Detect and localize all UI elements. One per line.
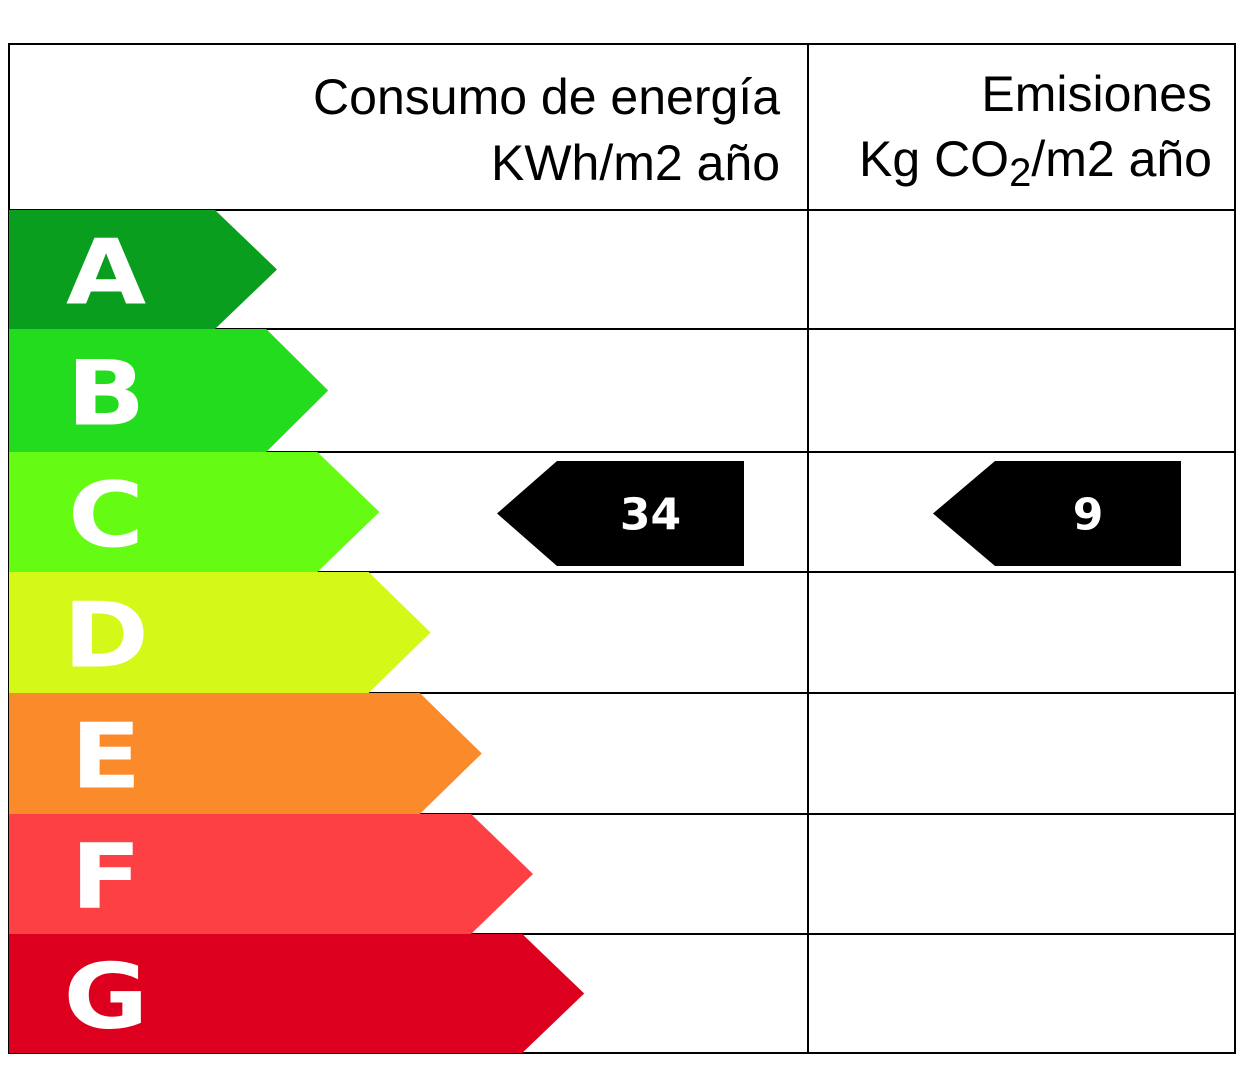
energy-value: 34 — [620, 490, 681, 541]
emissions-column-unit: Kg CO2/m2 año — [859, 131, 1212, 195]
rating-letter-c: C — [68, 462, 144, 567]
rating-arrow-a — [9, 210, 277, 329]
rating-arrow-f — [9, 814, 533, 934]
rating-arrow-d — [9, 572, 431, 693]
rating-arrow-b — [9, 329, 329, 452]
rating-letter-d: D — [63, 583, 149, 688]
value-markers: 34 9 — [497, 461, 1181, 566]
energy-column-unit: KWh/m2 año — [491, 135, 780, 191]
rating-letter-a: A — [66, 220, 146, 325]
rating-letter-e: E — [71, 704, 142, 809]
emissions-value: 9 — [1073, 490, 1104, 541]
rating-letter-g: G — [64, 944, 149, 1049]
rating-letter-f: F — [71, 824, 142, 929]
energy-column-title: Consumo de energía — [313, 69, 780, 125]
emissions-marker — [933, 461, 1181, 566]
rating-arrow-c — [9, 452, 380, 572]
emissions-column-title: Emisiones — [981, 66, 1212, 122]
energy-marker — [497, 461, 744, 566]
rating-arrow-g — [9, 934, 585, 1053]
rating-arrow-e — [9, 693, 482, 814]
rating-letter-b: B — [67, 341, 146, 446]
